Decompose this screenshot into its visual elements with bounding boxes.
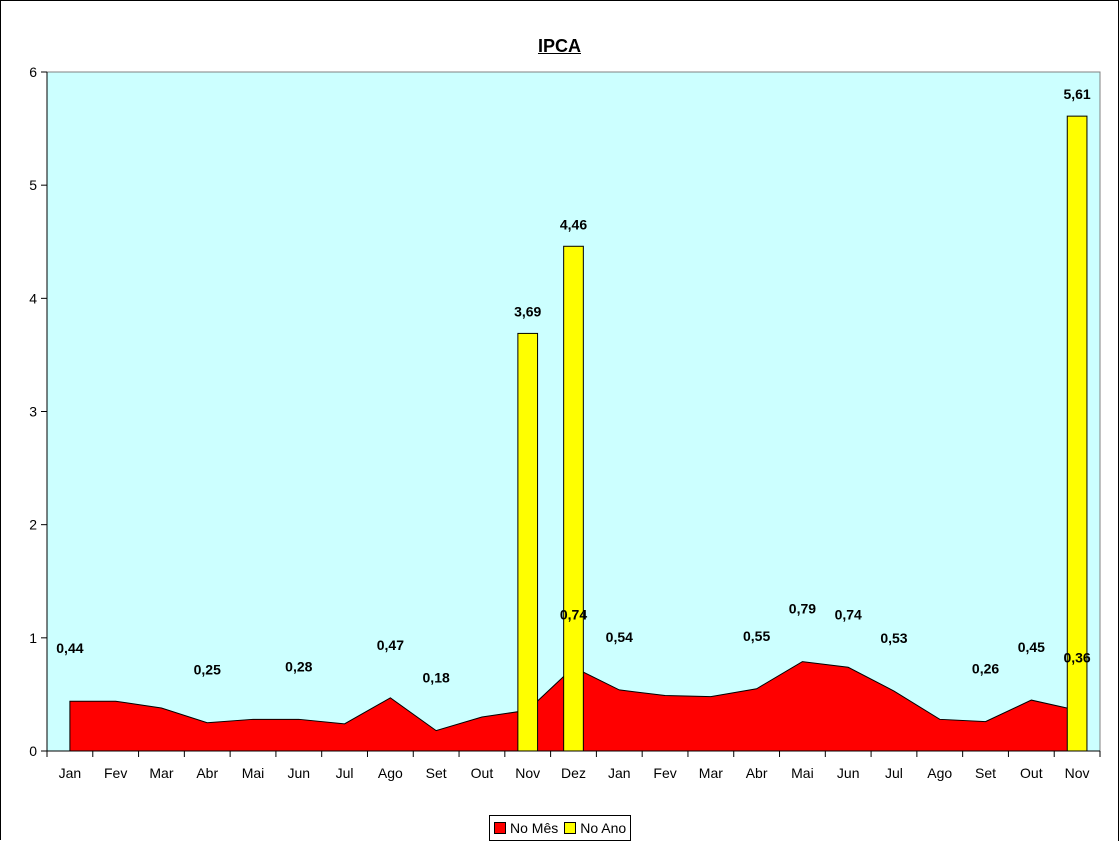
data-label-no-mes: 0,74	[560, 606, 587, 622]
bar-no-ano	[563, 245, 584, 752]
data-label-no-mes: 0,55	[743, 628, 770, 644]
y-tick-label: 3	[29, 404, 37, 420]
x-tick-label: Fev	[104, 765, 127, 781]
x-tick-label: Mai	[242, 765, 265, 781]
y-tick-label: 1	[29, 630, 37, 646]
x-tick-label: Jun	[288, 765, 311, 781]
x-tick-label: Jan	[59, 765, 82, 781]
legend-swatch-no-ano	[564, 822, 577, 834]
data-label-no-ano: 4,46	[560, 216, 587, 232]
data-label-no-mes: 0,53	[880, 630, 907, 646]
data-label-no-mes: 0,54	[606, 629, 633, 645]
x-tick-label: Abr	[746, 765, 768, 781]
x-tick-label: Set	[426, 765, 447, 781]
x-tick-label: Jul	[336, 765, 354, 781]
x-tick-label: Set	[975, 765, 996, 781]
data-label-no-mes: 0,44	[56, 640, 83, 656]
data-label-no-mes: 0,74	[835, 606, 862, 622]
data-label-no-mes: 0,26	[972, 661, 999, 677]
x-tick-label: Mar	[149, 765, 173, 781]
x-tick-label: Nov	[1065, 765, 1090, 781]
data-label-no-mes: 0,47	[377, 637, 404, 653]
chart-title: IPCA	[537, 36, 581, 56]
chart-legend: No Mês No Ano	[489, 815, 632, 841]
legend-label-no-ano: No Ano	[580, 820, 627, 836]
legend-item-no-ano: No Ano	[564, 820, 626, 836]
x-tick-label: Mar	[699, 765, 723, 781]
x-tick-label: Out	[471, 765, 494, 781]
x-tick-label: Ago	[927, 765, 952, 781]
x-tick-label: Nov	[515, 765, 540, 781]
data-label-no-mes: 0,25	[194, 662, 221, 678]
y-tick-label: 5	[29, 177, 37, 193]
y-tick-label: 2	[29, 517, 37, 533]
bar-no-ano	[517, 332, 539, 752]
x-tick-label: Jul	[885, 765, 903, 781]
data-label-no-ano: 5,61	[1063, 86, 1090, 102]
x-tick-label: Ago	[378, 765, 403, 781]
y-tick-label: 0	[29, 743, 37, 759]
data-label-no-mes: 0,28	[285, 658, 312, 674]
data-label-no-mes: 0,79	[789, 601, 816, 617]
x-tick-label: Dez	[561, 765, 586, 781]
x-tick-label: Mai	[791, 765, 814, 781]
legend-swatch-no-mes	[494, 822, 506, 834]
x-tick-label: Jun	[837, 765, 860, 781]
legend-item-no-mes: No Mês	[494, 820, 558, 836]
y-tick-label: 4	[29, 290, 37, 306]
x-tick-label: Jan	[608, 765, 631, 781]
data-label-no-mes: 0,45	[1018, 639, 1045, 655]
y-tick-label: 6	[29, 64, 37, 80]
data-label-no-ano: 3,69	[514, 303, 541, 319]
x-tick-label: Out	[1020, 765, 1043, 781]
data-label-no-mes: 0,18	[423, 670, 450, 686]
data-label-no-mes: 0,36	[1063, 649, 1090, 665]
x-tick-label: Abr	[196, 765, 218, 781]
legend-label-no-mes: No Mês	[510, 820, 559, 836]
x-tick-label: Fev	[653, 765, 676, 781]
